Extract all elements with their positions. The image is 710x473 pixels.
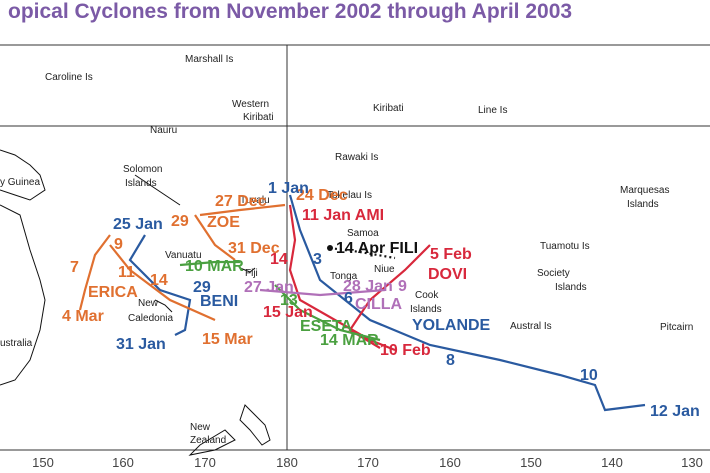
longitude-label: 180: [276, 455, 298, 470]
cyclone-label: 29: [171, 213, 189, 230]
cyclone-label: 27 Jan: [244, 279, 294, 296]
cyclone-label: 15 Jan: [263, 304, 313, 321]
cyclone-label: BENI: [200, 293, 238, 310]
cyclone-label: ERICA: [88, 284, 138, 301]
grid: [0, 44, 710, 451]
place-label: Marquesas: [620, 185, 669, 196]
cyclone-label: 29: [193, 279, 211, 296]
place-label: Solomon: [123, 164, 162, 175]
place-label: Kiribati: [373, 103, 404, 114]
place-label: Cook: [415, 290, 439, 301]
place-label: Zealand: [190, 435, 226, 446]
place-label: Samoa: [347, 228, 379, 239]
place-label: Islands: [627, 199, 659, 210]
cyclone-label: 10: [580, 367, 598, 384]
place-label: Nauru: [150, 125, 177, 136]
place-label: Niue: [374, 264, 395, 275]
cyclone-label: 28 Jan: [343, 278, 393, 295]
place-label: Austral Is: [510, 321, 552, 332]
cyclone-label: 7: [70, 259, 79, 276]
cyclone-label: 14: [270, 251, 288, 268]
place-label: ustralia: [0, 338, 33, 349]
place-label: New: [190, 422, 211, 433]
place-label: Society: [537, 268, 570, 279]
place-label: Islands: [555, 282, 587, 293]
cyclone-label: 27 Dec: [215, 193, 267, 210]
cyclone-label: 9: [114, 236, 123, 253]
cyclone-label: 10 MAR: [185, 258, 244, 275]
cyclone-label: 10 Feb: [380, 342, 431, 359]
longitude-label: 130: [681, 455, 703, 470]
cyclone-label: 31 Jan: [116, 336, 166, 353]
place-label: Western: [232, 99, 269, 110]
cyclone-label: 14 MAR: [320, 332, 379, 349]
cyclone-label: 12 Jan: [650, 403, 700, 420]
place-label: Caledonia: [128, 313, 173, 324]
cyclone-label: 9: [398, 278, 407, 295]
cyclone-label: CILLA: [355, 296, 403, 313]
place-label: Tokelau Is: [327, 190, 372, 201]
place-label: Pitcairn: [660, 322, 693, 333]
place-label: Line Is: [478, 105, 507, 116]
cyclone-label: 8: [446, 352, 455, 369]
longitude-label: 170: [194, 455, 216, 470]
place-label: Tonga: [330, 271, 358, 282]
place-label: Marshall Is: [185, 54, 233, 65]
place-label: Islands: [125, 178, 157, 189]
map-title: opical Cyclones from November 2002 throu…: [8, 0, 572, 23]
cyclone-label: 4 Mar: [62, 308, 104, 325]
cyclone-label: 11 Jan AMI: [302, 207, 384, 224]
longitude-label: 150: [32, 455, 54, 470]
cyclone-label: YOLANDE: [412, 317, 491, 334]
place-label: Fiji: [245, 268, 258, 279]
cyclone-label: ZOE: [207, 214, 240, 231]
place-label: y Guinea: [0, 177, 40, 188]
cyclone-label: 3: [313, 251, 322, 268]
place-label: New: [138, 298, 159, 309]
longitude-label: 160: [112, 455, 134, 470]
longitude-label: 160: [439, 455, 461, 470]
cyclone-label: 14: [150, 272, 168, 289]
place-label: Caroline Is: [45, 72, 93, 83]
cyclone-label: 24 Dec: [296, 187, 348, 204]
cyclone-label: 14 Apr FILI: [336, 240, 418, 257]
longitude-label: 140: [601, 455, 623, 470]
cyclone-label: 1 Jan: [268, 180, 309, 197]
place-label: Rawaki Is: [335, 152, 378, 163]
coastlines: [0, 149, 271, 456]
place-label: Vanuatu: [165, 250, 202, 261]
cyclone-label: 13: [280, 292, 298, 309]
longitude-label: 150: [520, 455, 542, 470]
cyclone-label: ESETA: [300, 318, 353, 335]
place-label: Tuamotu Is: [540, 241, 590, 252]
cyclone-label: 6: [344, 290, 353, 307]
place-label: Islands: [410, 304, 442, 315]
place-label: Tuvalu: [240, 195, 270, 206]
longitude-label: 170: [357, 455, 379, 470]
cyclone-label: 11: [118, 264, 135, 281]
cyclone-label: DOVI: [428, 266, 467, 283]
cyclone-label: 31 Dec: [228, 240, 280, 257]
cyclone-label: 5 Feb: [430, 246, 472, 263]
tracks: [78, 194, 646, 412]
place-label: Kiribati: [243, 112, 274, 123]
cyclone-label: 15 Mar: [202, 331, 253, 348]
cyclone-label: 25 Jan: [113, 216, 163, 233]
